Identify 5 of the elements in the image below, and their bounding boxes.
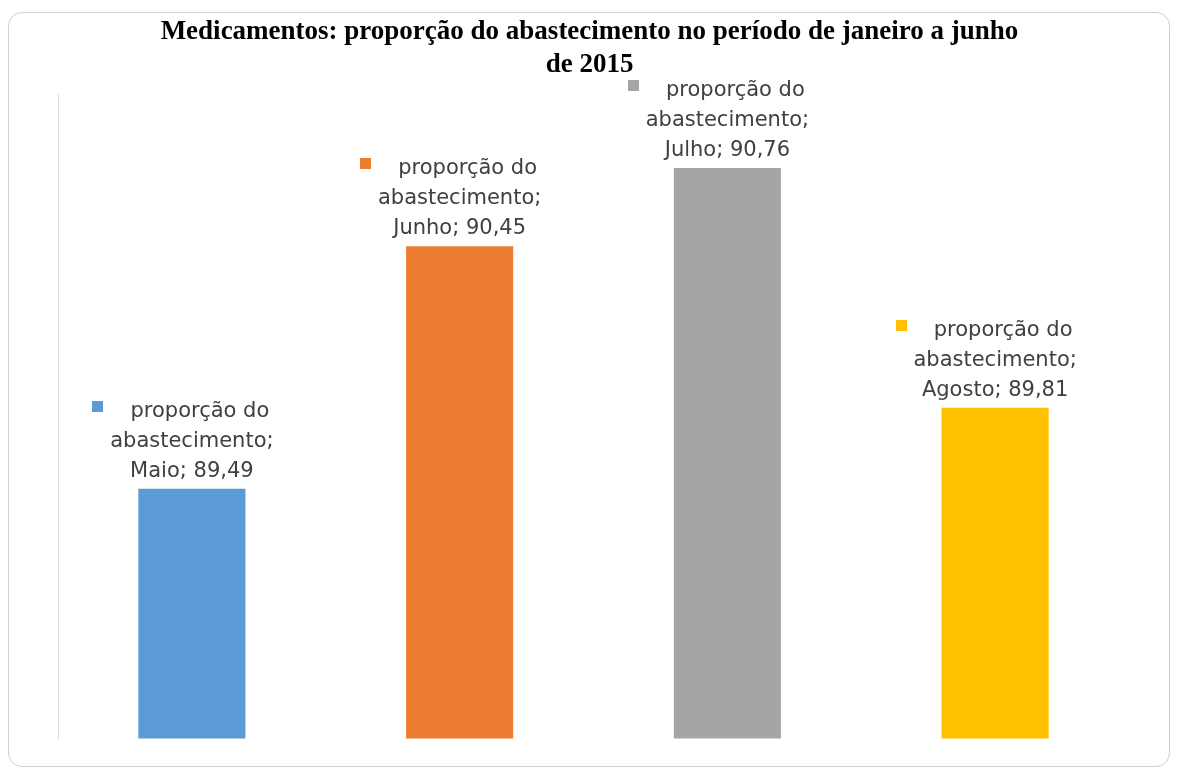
data-label: proporção do abastecimento; Maio; 89,49 xyxy=(110,397,274,482)
chart-title: Medicamentos: proporção do abastecimento no período de janeiro a junho de 2015 xyxy=(160,15,1019,78)
data-label: proporção do abastecimento; Agosto; 89,81 xyxy=(913,316,1077,401)
data-label: proporção do abastecimento; Julho; 90,76 xyxy=(645,77,810,162)
data-label: proporção do abastecimento; Junho; 90,45 xyxy=(377,155,542,240)
